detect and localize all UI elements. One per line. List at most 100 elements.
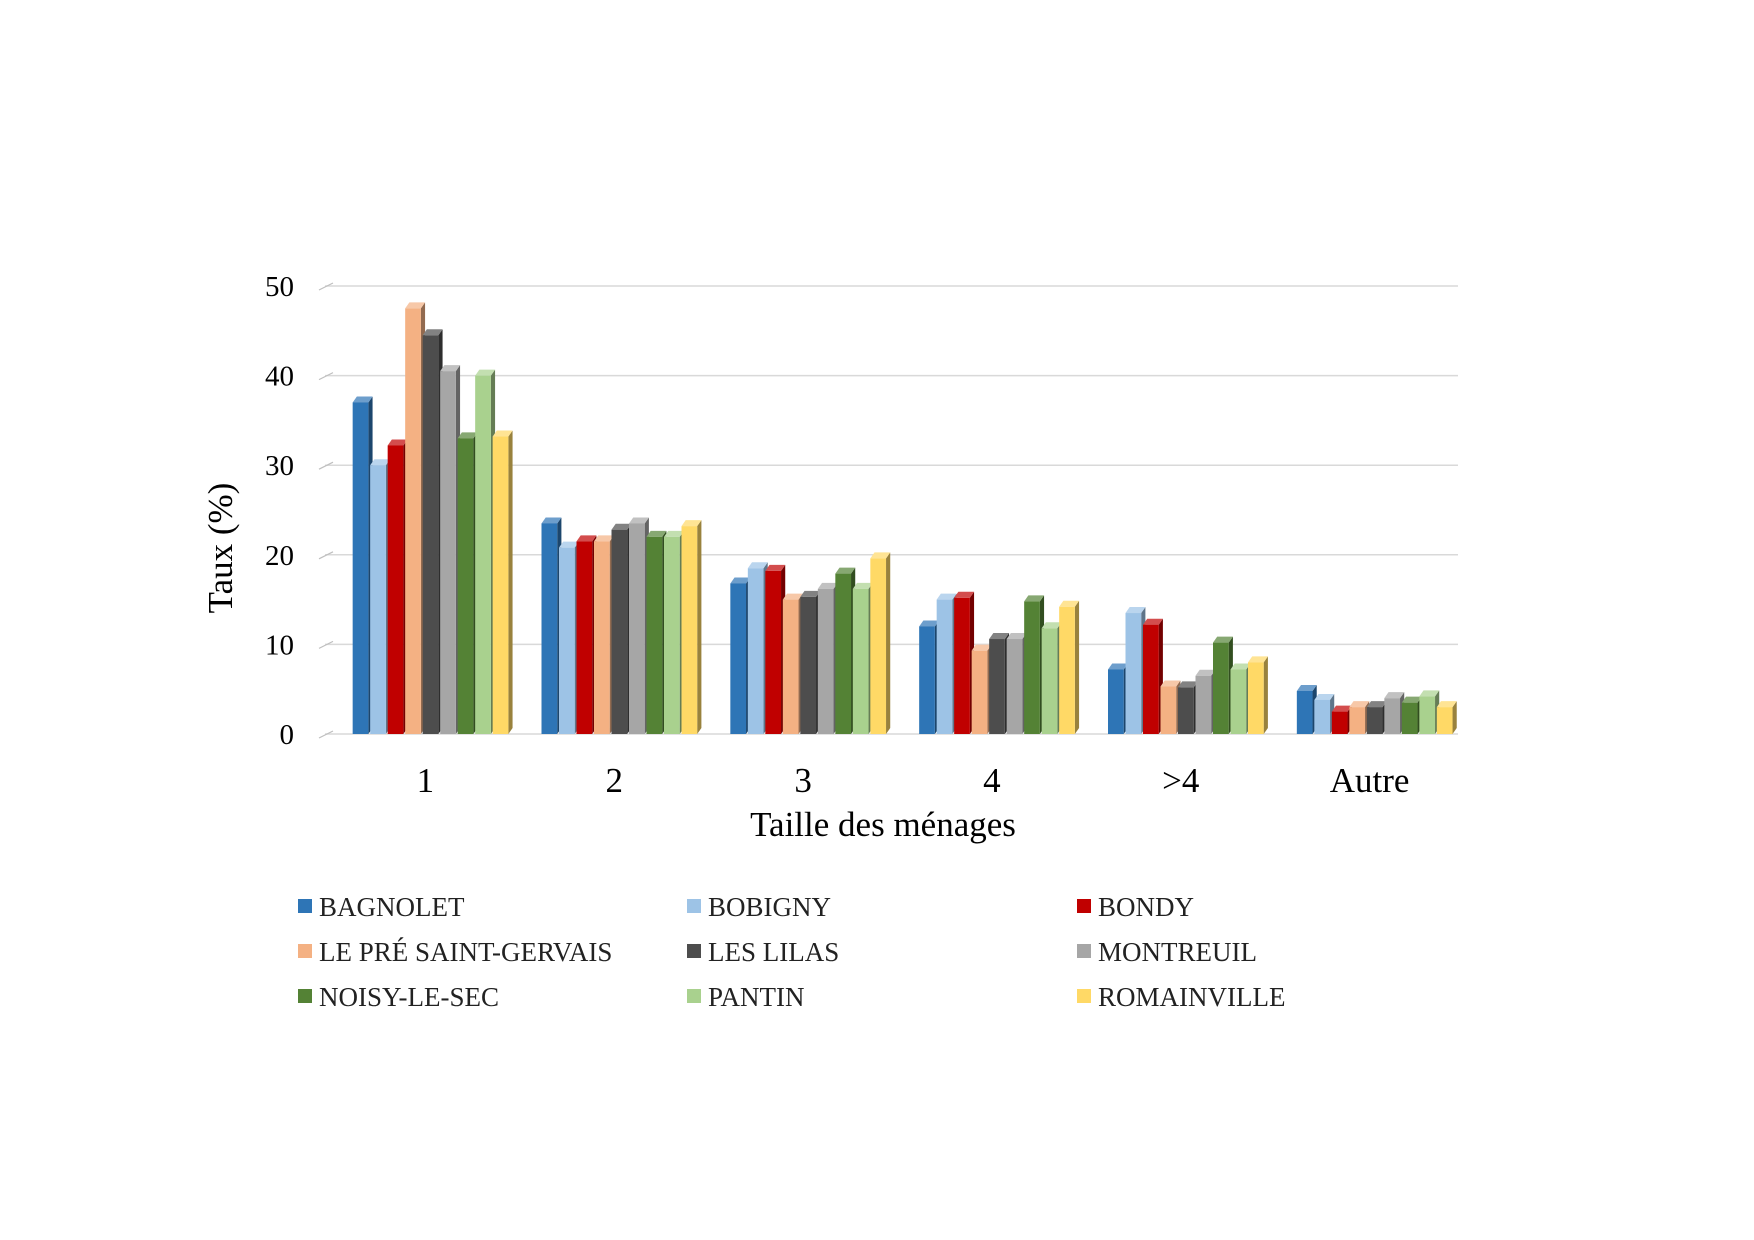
- bar-top: [1125, 607, 1146, 614]
- bar: [870, 552, 891, 734]
- bar-front: [1248, 662, 1264, 734]
- bar-front: [1331, 711, 1348, 734]
- bar: [919, 620, 940, 734]
- bar-front: [457, 438, 474, 734]
- bar-top: [629, 517, 649, 524]
- bar: [541, 517, 562, 734]
- bar-front: [954, 597, 970, 734]
- bar-front: [1314, 699, 1331, 734]
- bar: [492, 430, 513, 734]
- bar-front: [1419, 696, 1436, 734]
- bar-top: [919, 620, 940, 627]
- y-tick-label: 20: [265, 540, 294, 572]
- bar: [559, 541, 579, 734]
- bar: [1436, 701, 1457, 734]
- bar: [747, 562, 768, 734]
- bar: [594, 535, 614, 734]
- bar-top: [835, 567, 856, 574]
- bar-top: [646, 530, 667, 537]
- bar: [1059, 600, 1080, 734]
- bar-top: [422, 329, 443, 336]
- legend-label: LE PRÉ SAINT-GERVAIS: [319, 937, 612, 967]
- y-tick-label: 30: [265, 450, 294, 482]
- legend-item: ROMAINVILLE: [1077, 982, 1285, 1012]
- bar-top: [1401, 696, 1422, 703]
- bar-front: [440, 371, 456, 734]
- bar: [1296, 684, 1317, 734]
- bar-top: [1041, 622, 1062, 629]
- bar: [817, 582, 838, 734]
- bar-front: [817, 588, 834, 734]
- x-tick-label: 3: [794, 761, 812, 800]
- bar-front: [646, 536, 663, 734]
- bar: [971, 644, 992, 734]
- bar-front: [1384, 698, 1401, 734]
- bar-top: [457, 432, 478, 439]
- bar-top: [1384, 692, 1405, 699]
- bar-top: [954, 591, 975, 598]
- bar-top: [576, 535, 597, 542]
- bar-top: [1006, 633, 1027, 640]
- bar-front: [1230, 669, 1247, 734]
- bar-front: [370, 465, 386, 734]
- legend-item: PANTIN: [687, 982, 805, 1012]
- bar-side: [886, 552, 891, 734]
- bar-front: [1143, 624, 1159, 734]
- bar: [422, 329, 443, 734]
- bar-front: [852, 588, 869, 734]
- legend-label: BOBIGNY: [708, 892, 831, 922]
- gridline-depth: [318, 551, 334, 560]
- bar-front: [1349, 707, 1366, 734]
- bar: [387, 439, 408, 734]
- bar: [405, 302, 426, 734]
- bar-top: [1213, 636, 1233, 643]
- legend: BAGNOLET BOBIGNY BONDY LE PRÉ SAINT-GERVAIS…: [298, 892, 1285, 1012]
- bar-front: [782, 599, 799, 734]
- bar: [646, 530, 667, 734]
- bar-top: [936, 593, 957, 600]
- bar: [989, 633, 1010, 734]
- bar-top: [1059, 600, 1080, 607]
- bar-top: [870, 552, 891, 559]
- legend-swatch: [1077, 899, 1091, 913]
- gridline-depth: [318, 461, 334, 470]
- gridline-depth: [318, 730, 334, 739]
- legend-swatch: [298, 944, 312, 958]
- bar-top: [1436, 701, 1457, 708]
- legend-swatch: [687, 944, 701, 958]
- bar: [352, 396, 373, 734]
- bar-front: [1195, 675, 1212, 734]
- bar-top: [352, 396, 373, 403]
- legend-label: LES LILAS: [708, 937, 839, 967]
- bar-front: [681, 526, 698, 734]
- bar-front: [1178, 687, 1194, 734]
- legend-item: MONTREUIL: [1077, 937, 1257, 967]
- bar: [1366, 701, 1387, 734]
- bar-front: [1024, 601, 1040, 734]
- bar: [1160, 680, 1181, 734]
- bar-side: [1263, 656, 1268, 734]
- legend-label: PANTIN: [708, 982, 805, 1012]
- y-axis-title: Taux (%): [201, 483, 240, 614]
- y-tick-label: 0: [280, 719, 295, 751]
- bar: [1125, 607, 1146, 734]
- gridline-depth: [318, 372, 334, 381]
- x-tick-label: >4: [1162, 761, 1199, 800]
- bar: [765, 564, 786, 734]
- bar-top: [387, 439, 408, 446]
- bar-side: [508, 430, 513, 734]
- bar: [681, 520, 702, 734]
- bar-front: [1160, 686, 1177, 734]
- bar-side: [1452, 701, 1457, 734]
- bar-top: [1230, 663, 1251, 670]
- bar-top: [1160, 680, 1181, 687]
- bar-top: [1331, 705, 1352, 712]
- bar-front: [1366, 707, 1383, 734]
- y-axis-ticks: 0 10 20 30 40 50: [265, 271, 294, 751]
- bar-front: [919, 626, 935, 734]
- bar: [1108, 663, 1128, 734]
- bar-top: [782, 593, 803, 600]
- bar-front: [559, 547, 575, 734]
- bar-front: [1108, 669, 1124, 734]
